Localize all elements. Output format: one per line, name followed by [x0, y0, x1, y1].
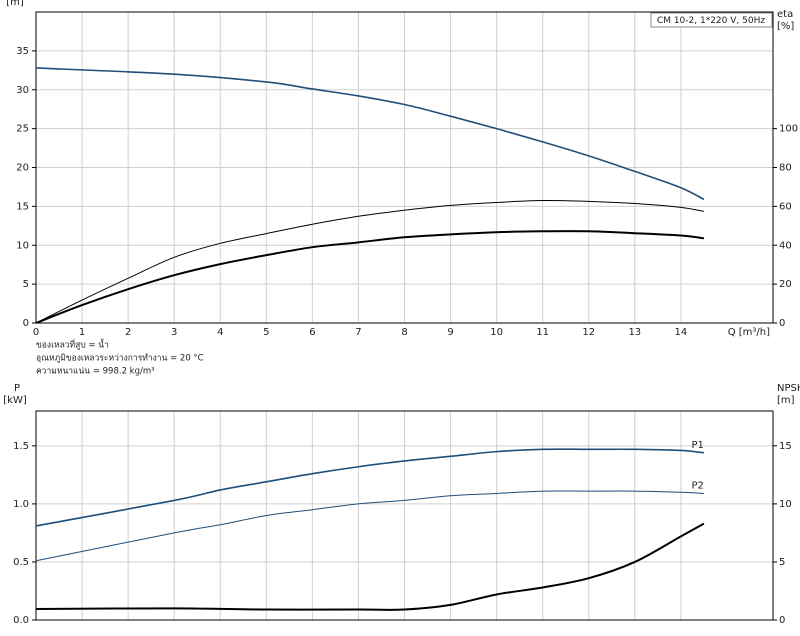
x-tick-label: 11 [536, 327, 549, 338]
plot-frame [35, 11, 774, 324]
y2-tick-label: 10 [779, 499, 792, 510]
y2-tick-label: 5 [779, 557, 785, 568]
y-tick-label: 35 [16, 46, 29, 57]
x-tick-label: 3 [171, 327, 177, 338]
x-tick-label: 14 [675, 327, 688, 338]
y2-tick-label: 60 [779, 201, 792, 212]
y-tick-label: 0.5 [13, 557, 29, 568]
x-tick-label: 7 [355, 327, 361, 338]
y-tick-label: 0.0 [13, 615, 29, 626]
y2-axis-label: [m] [777, 395, 795, 406]
curve [35, 230, 705, 324]
y-tick-label: 25 [16, 124, 29, 135]
y-tick-label: 20 [16, 163, 29, 174]
curve [35, 67, 705, 201]
y-axis-label: P [14, 383, 20, 394]
curve [35, 522, 705, 611]
chart-title: CM 10-2, 1*220 V, 50Hz [657, 16, 765, 26]
note: ของเหลวที่สูบ = น้ำ [36, 339, 109, 351]
y-tick-label: 1.0 [13, 499, 29, 510]
y2-tick-label: 100 [779, 124, 798, 135]
x-axis-label: Q [m³/h] [728, 327, 770, 338]
x-tick-label: 1 [79, 327, 85, 338]
y2-axis-label: [%] [777, 21, 794, 32]
title-box [650, 12, 773, 28]
series-label: P1 [692, 440, 704, 451]
curve [35, 448, 704, 527]
x-tick-label: 5 [263, 327, 269, 338]
x-tick-label: 6 [309, 327, 315, 338]
x-tick-label: 2 [125, 327, 131, 338]
curve [35, 490, 704, 562]
x-tick-label: 4 [217, 327, 223, 338]
y-axis-label: [m] [6, 0, 24, 8]
y2-tick-label: 80 [779, 163, 792, 174]
x-tick-label: 0 [33, 327, 39, 338]
x-tick-label: 8 [401, 327, 407, 338]
curve [35, 200, 704, 324]
y2-tick-label: 20 [779, 279, 792, 290]
y2-tick-label: 15 [779, 441, 792, 452]
x-tick-label: 13 [628, 327, 641, 338]
y2-tick-label: 0 [779, 318, 785, 329]
y2-axis-label: NPSH [777, 383, 800, 394]
note: อุณหภูมิของเหลวระหว่างการทำงาน = 20 °C [36, 354, 204, 364]
y-tick-label: 30 [16, 85, 29, 96]
y-axis-label: [kW] [3, 395, 27, 406]
series-label: P2 [692, 480, 704, 491]
y2-tick-label: 0 [779, 615, 785, 626]
y-tick-label: 10 [16, 240, 29, 251]
y-tick-label: 5 [23, 279, 29, 290]
plot-frame [35, 410, 774, 621]
y-tick-label: 1.5 [13, 441, 29, 452]
x-tick-label: 10 [490, 327, 503, 338]
y-tick-label: 15 [16, 201, 29, 212]
y2-tick-label: 40 [779, 240, 792, 251]
y2-axis-label: eta [777, 9, 793, 20]
y-tick-label: 0 [23, 318, 29, 329]
x-tick-label: 9 [447, 327, 453, 338]
x-tick-label: 12 [582, 327, 595, 338]
note: ความหนาแน่น = 998.2 kg/m³ [36, 367, 155, 377]
